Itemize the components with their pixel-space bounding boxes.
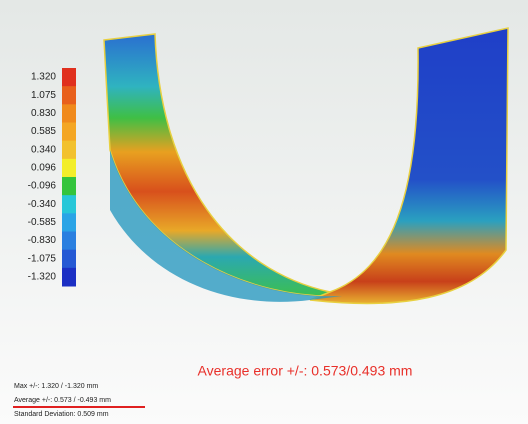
legend-swatch — [62, 177, 76, 196]
legend-label: 0.340 — [31, 144, 56, 155]
legend-swatch — [62, 232, 76, 251]
legend-swatch — [62, 68, 76, 87]
legend-swatch — [62, 104, 76, 123]
legend-label: -1.320 — [28, 272, 57, 283]
stat-line: Standard Deviation: 0.509 mm — [14, 411, 109, 418]
legend-label: 0.096 — [31, 163, 56, 174]
legend-label: 1.320 — [31, 72, 56, 83]
legend-label: -0.096 — [28, 181, 57, 192]
legend-label: 1.075 — [31, 90, 56, 101]
annotation: Average error +/-: 0.573/0.493 mm — [198, 363, 413, 379]
legend-label: -0.340 — [28, 199, 57, 210]
screenshot: 1.320 1.075 0.830 0.585 0.340 0.096 -0.096 -0.3… — [0, 0, 528, 424]
legend-swatch — [62, 195, 76, 214]
legend-label: -1.075 — [28, 253, 57, 264]
legend-swatch — [62, 123, 76, 142]
legend-label: -0.585 — [28, 217, 57, 228]
legend-label: -0.830 — [28, 235, 57, 246]
stat-line: Max +/-: 1.320 / -1.320 mm — [14, 383, 98, 390]
legend-swatch — [62, 159, 76, 178]
legend-label: 0.585 — [31, 126, 56, 137]
legend-swatch — [62, 213, 76, 232]
legend-swatch — [62, 268, 76, 287]
legend-swatch — [62, 250, 76, 269]
legend-swatch — [62, 86, 76, 105]
stat-line: Average +/-: 0.573 / -0.493 mm — [14, 397, 111, 404]
legend-label: 0.830 — [31, 108, 56, 119]
legend-swatch — [62, 141, 76, 160]
